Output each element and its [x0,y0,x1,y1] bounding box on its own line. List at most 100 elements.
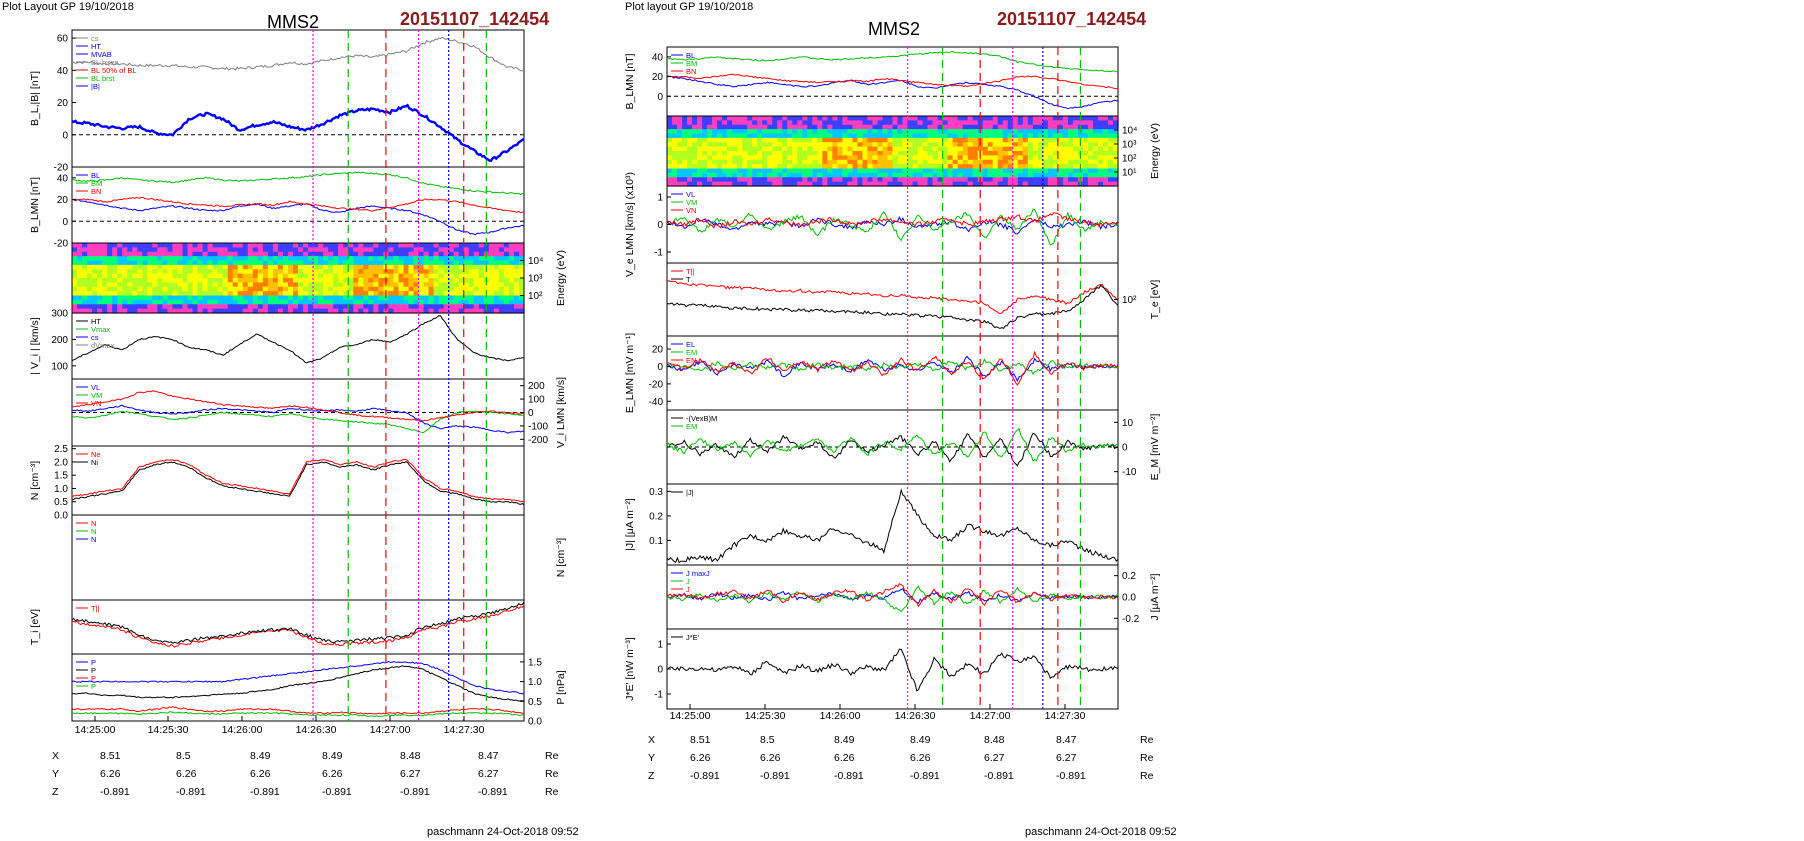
spectrogram-cell [922,146,929,152]
spectrogram-cell [942,124,949,130]
spectrogram-cell [922,133,929,139]
spectrogram-cell [127,256,133,262]
spectrogram-cell [222,299,229,305]
spectrogram-cell [672,120,678,126]
spectrogram-cell [217,251,224,257]
spectrogram-cell [1012,155,1019,161]
spectrogram-cell [453,295,460,301]
spectrogram-cell [1077,120,1084,126]
spectrogram-cell [1022,151,1029,156]
spectrogram-cell [338,273,344,279]
spectrogram-cell [448,282,455,288]
spectrogram-cell [1047,120,1054,126]
spectrogram-cell [742,177,748,183]
spectrogram-cell [877,181,884,187]
spectrogram-cell [333,291,339,297]
spectrogram-cell [182,295,189,301]
spectrogram-cell [902,137,909,143]
spectrogram-cell [513,286,520,292]
spectrogram-cell [1022,168,1029,174]
spectrogram-cell [122,243,128,248]
spectrogram-cell [503,304,510,310]
spectrogram-cell [152,286,158,292]
spectrogram-cell [257,295,264,301]
spectrogram-cell [182,308,189,314]
spectrogram-cell [902,124,909,130]
spectrogram-cell [1032,133,1039,139]
spectrogram-cell [433,251,440,257]
y-tick-label: 10³ [528,274,543,285]
spectrogram-cell [822,159,828,165]
spectrogram-cell [897,137,904,143]
spectrogram-cell [97,243,103,248]
spectrogram-cell [987,164,994,170]
spectrogram-cell [418,256,425,262]
spectrogram-cell [912,124,919,130]
spectrogram-cell [747,155,753,161]
spectrogram-cell [982,129,989,135]
spectrogram-cell [782,181,788,187]
spectrogram-cell [408,256,415,262]
spectrogram-cell [992,164,999,170]
spectrogram-cell [1042,124,1049,130]
spectrogram-cell [872,137,879,143]
spectrogram-cell [1042,151,1049,156]
spectrogram-cell [252,308,259,314]
spectrogram-cell [987,116,994,121]
spectrogram-cell [192,304,199,310]
spectrogram-cell [867,159,874,165]
spectrogram-cell [677,181,683,187]
spectrogram-cell [257,304,264,310]
spectrogram-cell [227,260,234,266]
spectrogram-cell [767,151,773,156]
spectrogram-cell [142,278,148,283]
spectrogram-cell [428,291,435,297]
spectrogram-cell [797,181,803,187]
y-tick-label: 1.5 [528,657,542,668]
spectrogram-cell [712,155,718,161]
spectrogram-cell [817,142,823,148]
y-axis-label: T_i [eV] [29,609,41,645]
spectrogram-cell [792,172,798,178]
panel: 100-10 E_M [mV m⁻²]-(VexB)MEM [666,409,1161,485]
spectrogram-cell [782,142,788,148]
spectrogram-cell [333,269,339,275]
spectrogram-cell [162,269,169,275]
y-tick-label: 10³ [1122,140,1137,151]
spectrogram-cell [672,168,678,174]
spectrogram-cell [767,168,773,174]
spectrogram-cell [117,282,123,288]
spectrogram-cell [192,256,199,262]
spectrogram-cell [982,151,989,156]
spectrogram-cell [947,181,954,187]
spectrogram-cell [727,151,733,156]
spectrogram-cell [373,247,379,253]
spectrogram-cell [483,273,490,279]
spectrogram-cell [807,124,813,130]
spectrogram-cell [478,269,485,275]
spectrogram-cell [388,295,395,301]
spectrogram-cell [292,291,299,297]
spectrogram-cell [997,164,1004,170]
spectrogram-cell [82,256,88,262]
spectrogram-cell [453,304,460,310]
spectrogram-cell [192,251,199,257]
spectrogram-cell [112,243,118,248]
spectrogram-cell [1107,133,1114,139]
spectrogram-cell [952,168,959,174]
spectrogram-cell [172,295,179,301]
spectrogram-cell [862,142,869,148]
spectrogram-cell [313,251,319,257]
spectrogram-cell [267,260,274,266]
spectrogram-cell [772,137,778,143]
spectrogram-cell [992,142,999,148]
spectrogram-cell [428,278,435,283]
spectrogram-cell [857,124,864,130]
spectrogram-cell [117,304,123,310]
spectrogram-cell [947,164,954,170]
spectrogram-cell [338,251,344,257]
spectrogram-cell [737,124,743,130]
spectrogram-cell [1062,137,1069,143]
spectrogram-cell [443,308,450,314]
